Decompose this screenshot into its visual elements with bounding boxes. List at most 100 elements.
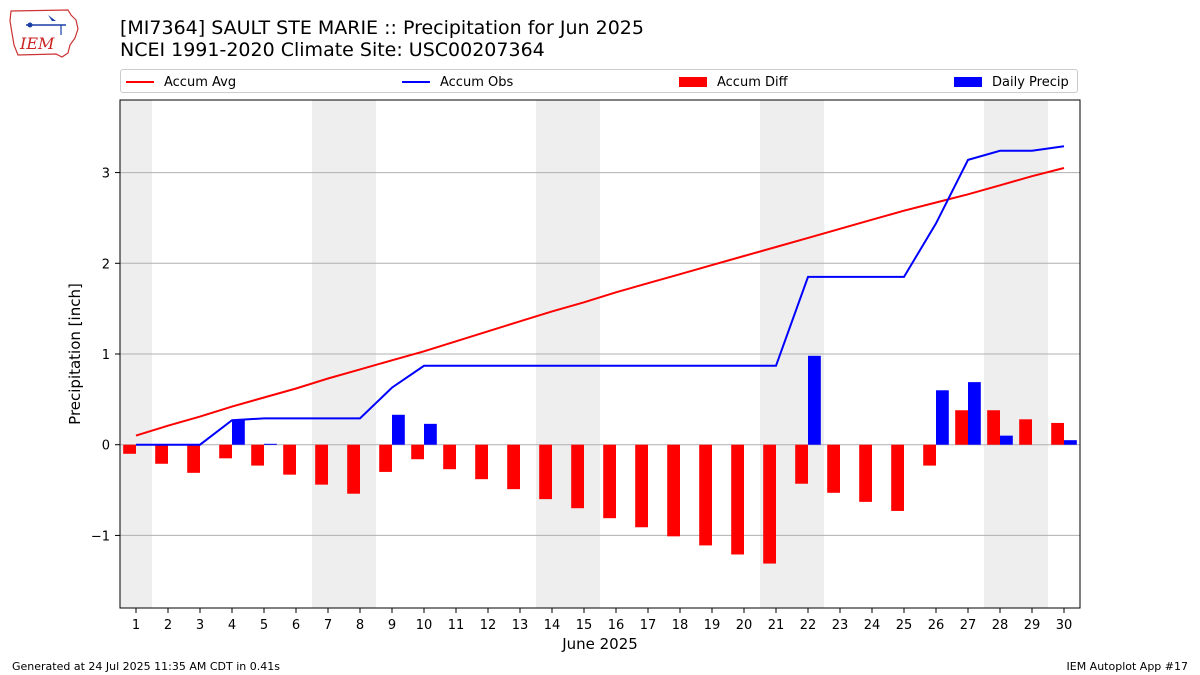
legend-item-accum-obs: Accum Obs (402, 73, 513, 91)
weekend-band-7 (312, 100, 344, 608)
legend-item-daily-precip: Daily Precip (954, 73, 1069, 91)
legend-label-daily-precip: Daily Precip (992, 74, 1069, 90)
accum-obs-line (136, 145, 1065, 446)
accum-diff-bar-18 (667, 444, 680, 537)
x-tick-label-10: 10 (416, 618, 433, 633)
accum-diff-bar-17 (635, 444, 648, 528)
legend-swatch-daily-precip (954, 77, 982, 87)
accum-diff-bar-2 (155, 444, 168, 464)
weekend-band-21 (760, 100, 792, 608)
daily-precip-bar-9 (392, 414, 405, 445)
x-tick-label-5: 5 (260, 618, 268, 633)
accum-diff-bar-15 (571, 444, 584, 509)
accum-diff-bar-22 (795, 444, 808, 484)
accum-diff-bar-12 (475, 444, 488, 480)
daily-precip-bar-28 (1000, 435, 1013, 445)
x-axis-ticks: 1 2 3 4 5 6 7 8 9 10 11 12 13 14 15 16 17 18 19 20 21 22 23 24 2… (132, 608, 1072, 633)
iem-logo: IEM (9, 9, 79, 58)
daily-precip-bar-22 (808, 355, 821, 445)
daily-precip-bar-4 (232, 420, 245, 445)
wind-vane-icon (48, 15, 56, 21)
accum-diff-bar-14 (539, 444, 552, 500)
accum-diff-bar-26 (923, 444, 936, 466)
legend-item-accum-avg: Accum Avg (126, 73, 236, 91)
x-tick-label-6: 6 (292, 618, 300, 633)
daily-precip-bar-26 (936, 390, 949, 445)
x-tick-label-14: 14 (544, 618, 561, 633)
y-axis-ticks: −1 0 1 2 3 (91, 167, 120, 544)
line-series (135, 145, 1065, 446)
weekend-band-15 (568, 100, 600, 608)
accum-diff-bar-8 (347, 444, 360, 494)
x-tick-label-4: 4 (228, 618, 236, 633)
y-tick-label-3: 3 (102, 167, 110, 182)
station-dot-icon (27, 22, 33, 28)
app-credit: IEM Autoplot App #17 (1066, 660, 1189, 673)
accum-diff-bar-7 (315, 444, 328, 485)
y-tick-label--1: −1 (91, 529, 110, 544)
iowa-outline-icon (9, 9, 79, 58)
accum-diff-bar-25 (891, 444, 904, 511)
accum-diff-bar-9 (379, 444, 392, 472)
weekend-band-29 (1016, 100, 1048, 608)
legend-label-accum-avg: Accum Avg (164, 74, 237, 90)
x-tick-label-16: 16 (608, 618, 625, 633)
x-tick-label-12: 12 (480, 618, 497, 633)
chart-legend: Accum Avg Accum Obs Accum Diff Daily Pre… (120, 69, 1078, 93)
x-tick-label-20: 20 (736, 618, 753, 633)
accum-diff-bar-11 (443, 444, 456, 470)
x-tick-label-11: 11 (448, 618, 465, 633)
x-tick-label-9: 9 (388, 618, 396, 633)
x-tick-label-25: 25 (896, 618, 913, 633)
grid-lines (120, 172, 1080, 536)
accum-diff-bar-4 (219, 444, 232, 459)
daily-precip-bar-5 (264, 443, 277, 445)
y-tick-label-2: 2 (102, 257, 110, 272)
daily-precip-bar-30 (1064, 440, 1077, 445)
legend-item-accum-diff: Accum Diff (679, 73, 788, 91)
x-tick-label-30: 30 (1056, 618, 1073, 633)
logo-text: IEM (19, 34, 55, 53)
x-tick-label-22: 22 (800, 618, 817, 633)
accum-diff-bar-20 (731, 444, 744, 555)
generated-timestamp: Generated at 24 Jul 2025 11:35 AM CDT in… (12, 660, 280, 673)
daily-precip-bar-27 (968, 382, 981, 445)
x-tick-label-27: 27 (960, 618, 977, 633)
x-tick-label-17: 17 (640, 618, 657, 633)
x-tick-label-29: 29 (1024, 618, 1041, 633)
weekend-band-22 (792, 100, 824, 608)
x-tick-label-26: 26 (928, 618, 945, 633)
accum-diff-bar-21 (763, 444, 776, 564)
x-tick-label-19: 19 (704, 618, 721, 633)
legend-swatch-accum-avg (126, 81, 154, 83)
accum-diff-bar-6 (283, 444, 296, 475)
x-tick-label-21: 21 (768, 618, 785, 633)
chart-subtitle: NCEI 1991-2020 Climate Site: USC00207364 (120, 39, 545, 61)
accum-diff-bar-28 (987, 410, 1000, 445)
plot-frame (119, 99, 1081, 609)
x-tick-label-23: 23 (832, 618, 849, 633)
x-tick-label-24: 24 (864, 618, 881, 633)
x-tick-label-18: 18 (672, 618, 689, 633)
weekend-band-1 (120, 100, 152, 608)
accum-diff-bar-19 (699, 444, 712, 546)
accum-diff-bar-16 (603, 444, 616, 519)
legend-swatch-accum-diff (679, 77, 707, 87)
accum-avg-line (135, 167, 1065, 437)
y-axis-label: Precipitation [inch] (66, 283, 84, 425)
daily-precip-bar-10 (424, 423, 437, 445)
weekend-band-28 (984, 100, 1016, 608)
accum-diff-bar-10 (411, 444, 424, 460)
accum-diff-bar-29 (1019, 419, 1032, 445)
accum-diff-bar-1 (123, 444, 136, 454)
chart-title: [MI7364] SAULT STE MARIE :: Precipitatio… (120, 17, 644, 39)
accum-diff-bar-23 (827, 444, 840, 493)
legend-label-accum-obs: Accum Obs (440, 74, 514, 90)
legend-label-accum-diff: Accum Diff (717, 74, 788, 90)
x-tick-label-1: 1 (132, 618, 140, 633)
x-tick-label-2: 2 (164, 618, 172, 633)
y-tick-label-1: 1 (102, 348, 110, 363)
weekend-band-8 (344, 100, 376, 608)
x-tick-label-7: 7 (324, 618, 332, 633)
